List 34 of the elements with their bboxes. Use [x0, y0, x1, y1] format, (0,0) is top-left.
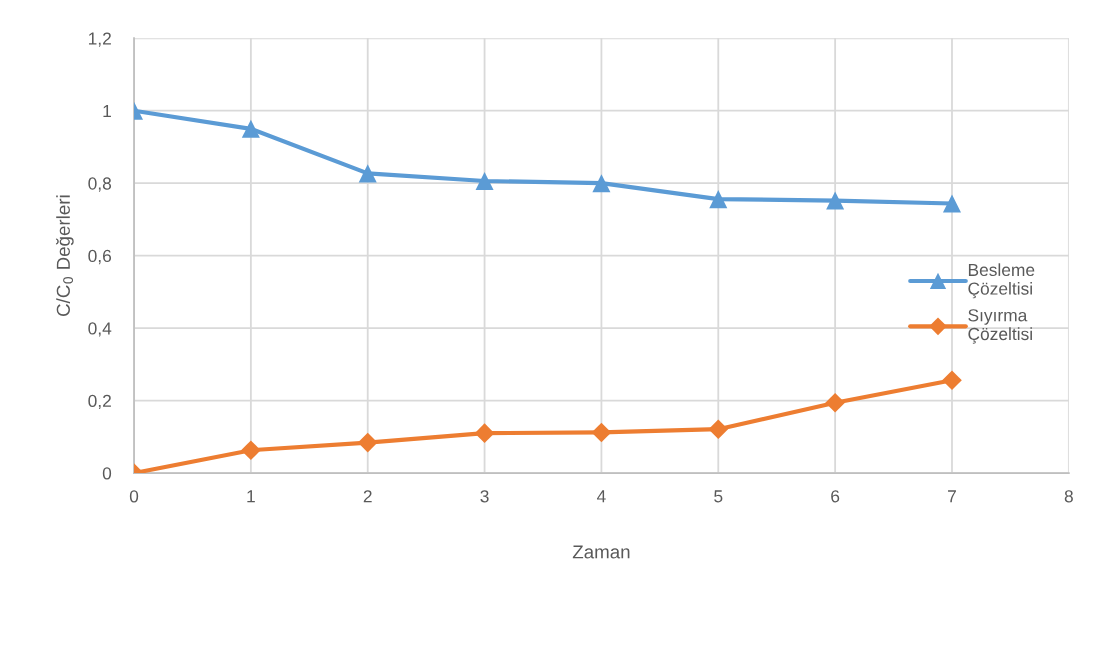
y-tick-label: 0,8 [88, 177, 112, 192]
x-tick-label: 5 [714, 490, 723, 503]
point [709, 190, 728, 209]
point [475, 171, 494, 191]
x-tick-label: 4 [597, 490, 606, 503]
x-tick-label: 1 [247, 490, 255, 503]
point [942, 194, 962, 213]
y-tick-label: 0,4 [88, 322, 112, 337]
x-tick-label: 6 [831, 490, 840, 503]
y-tick-label: 1 [103, 105, 111, 117]
point [357, 432, 378, 453]
legend-label: Besleme Çözeltisi [968, 263, 1035, 299]
legend-label: Sıyırma Çözeltisi [968, 309, 1032, 344]
y-tick-label: 1,2 [88, 32, 111, 47]
point [592, 174, 611, 193]
x-tick-label: 8 [1064, 490, 1073, 503]
point [708, 419, 729, 440]
point [825, 392, 845, 413]
point [241, 119, 260, 138]
point [591, 422, 612, 443]
x-axis-title: Zaman [572, 545, 630, 559]
y-axis-title: C/C$_{0}$ Değerleri [55, 195, 74, 316]
point [474, 423, 495, 443]
x-tick-label: 3 [480, 490, 489, 503]
y-tick-label: 0,2 [88, 394, 111, 410]
y-tick-label: 0,6 [88, 249, 112, 265]
point [942, 370, 962, 391]
x-tick-label: 2 [363, 490, 372, 503]
x-tick-label: 7 [948, 490, 956, 503]
point [241, 440, 261, 461]
x-tick-label: 0 [129, 490, 139, 503]
y-tick-label: 0 [102, 467, 112, 480]
point [826, 191, 845, 210]
point [358, 164, 377, 183]
